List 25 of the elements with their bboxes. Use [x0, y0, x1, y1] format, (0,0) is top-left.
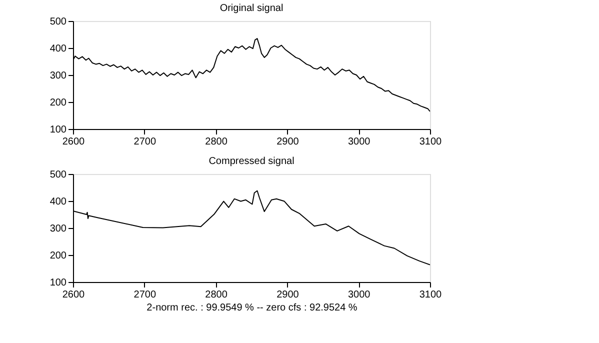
x-tick-label: 2600	[62, 136, 86, 148]
chart-title: Original signal	[220, 3, 284, 14]
y-tick-label: 300	[50, 70, 67, 82]
x-tick-label: 2700	[134, 136, 156, 148]
x-tick-label: 2600	[62, 290, 86, 300]
y-tick-label: 100	[50, 124, 67, 136]
y-tick-label: 500	[50, 16, 67, 28]
x-axis-title: 2-norm rec. : 99.9549 % -- zero cfs : 92.9524 %	[146, 302, 358, 314]
y-tick-label: 200	[50, 98, 67, 108]
chart-title: Compressed signal	[208, 156, 294, 167]
x-tick-label: 2800	[205, 136, 228, 148]
x-tick-label: 2900	[276, 290, 300, 300]
x-tick-label: 3000	[348, 290, 371, 300]
x-tick-label: 3100	[419, 136, 442, 148]
y-tick-label: 200	[50, 250, 67, 262]
x-tick-label: 2900	[276, 136, 300, 148]
x-tick-label: 2700	[134, 290, 156, 300]
y-tick-label: 400	[50, 44, 67, 54]
x-tick-label: 3100	[419, 290, 442, 300]
y-tick-label: 500	[50, 170, 67, 180]
y-tick-label: 300	[50, 224, 67, 234]
x-tick-label: 3000	[348, 136, 371, 148]
y-tick-label: 100	[50, 278, 67, 288]
y-tick-label: 400	[50, 196, 67, 208]
x-tick-label: 2800	[205, 290, 228, 300]
